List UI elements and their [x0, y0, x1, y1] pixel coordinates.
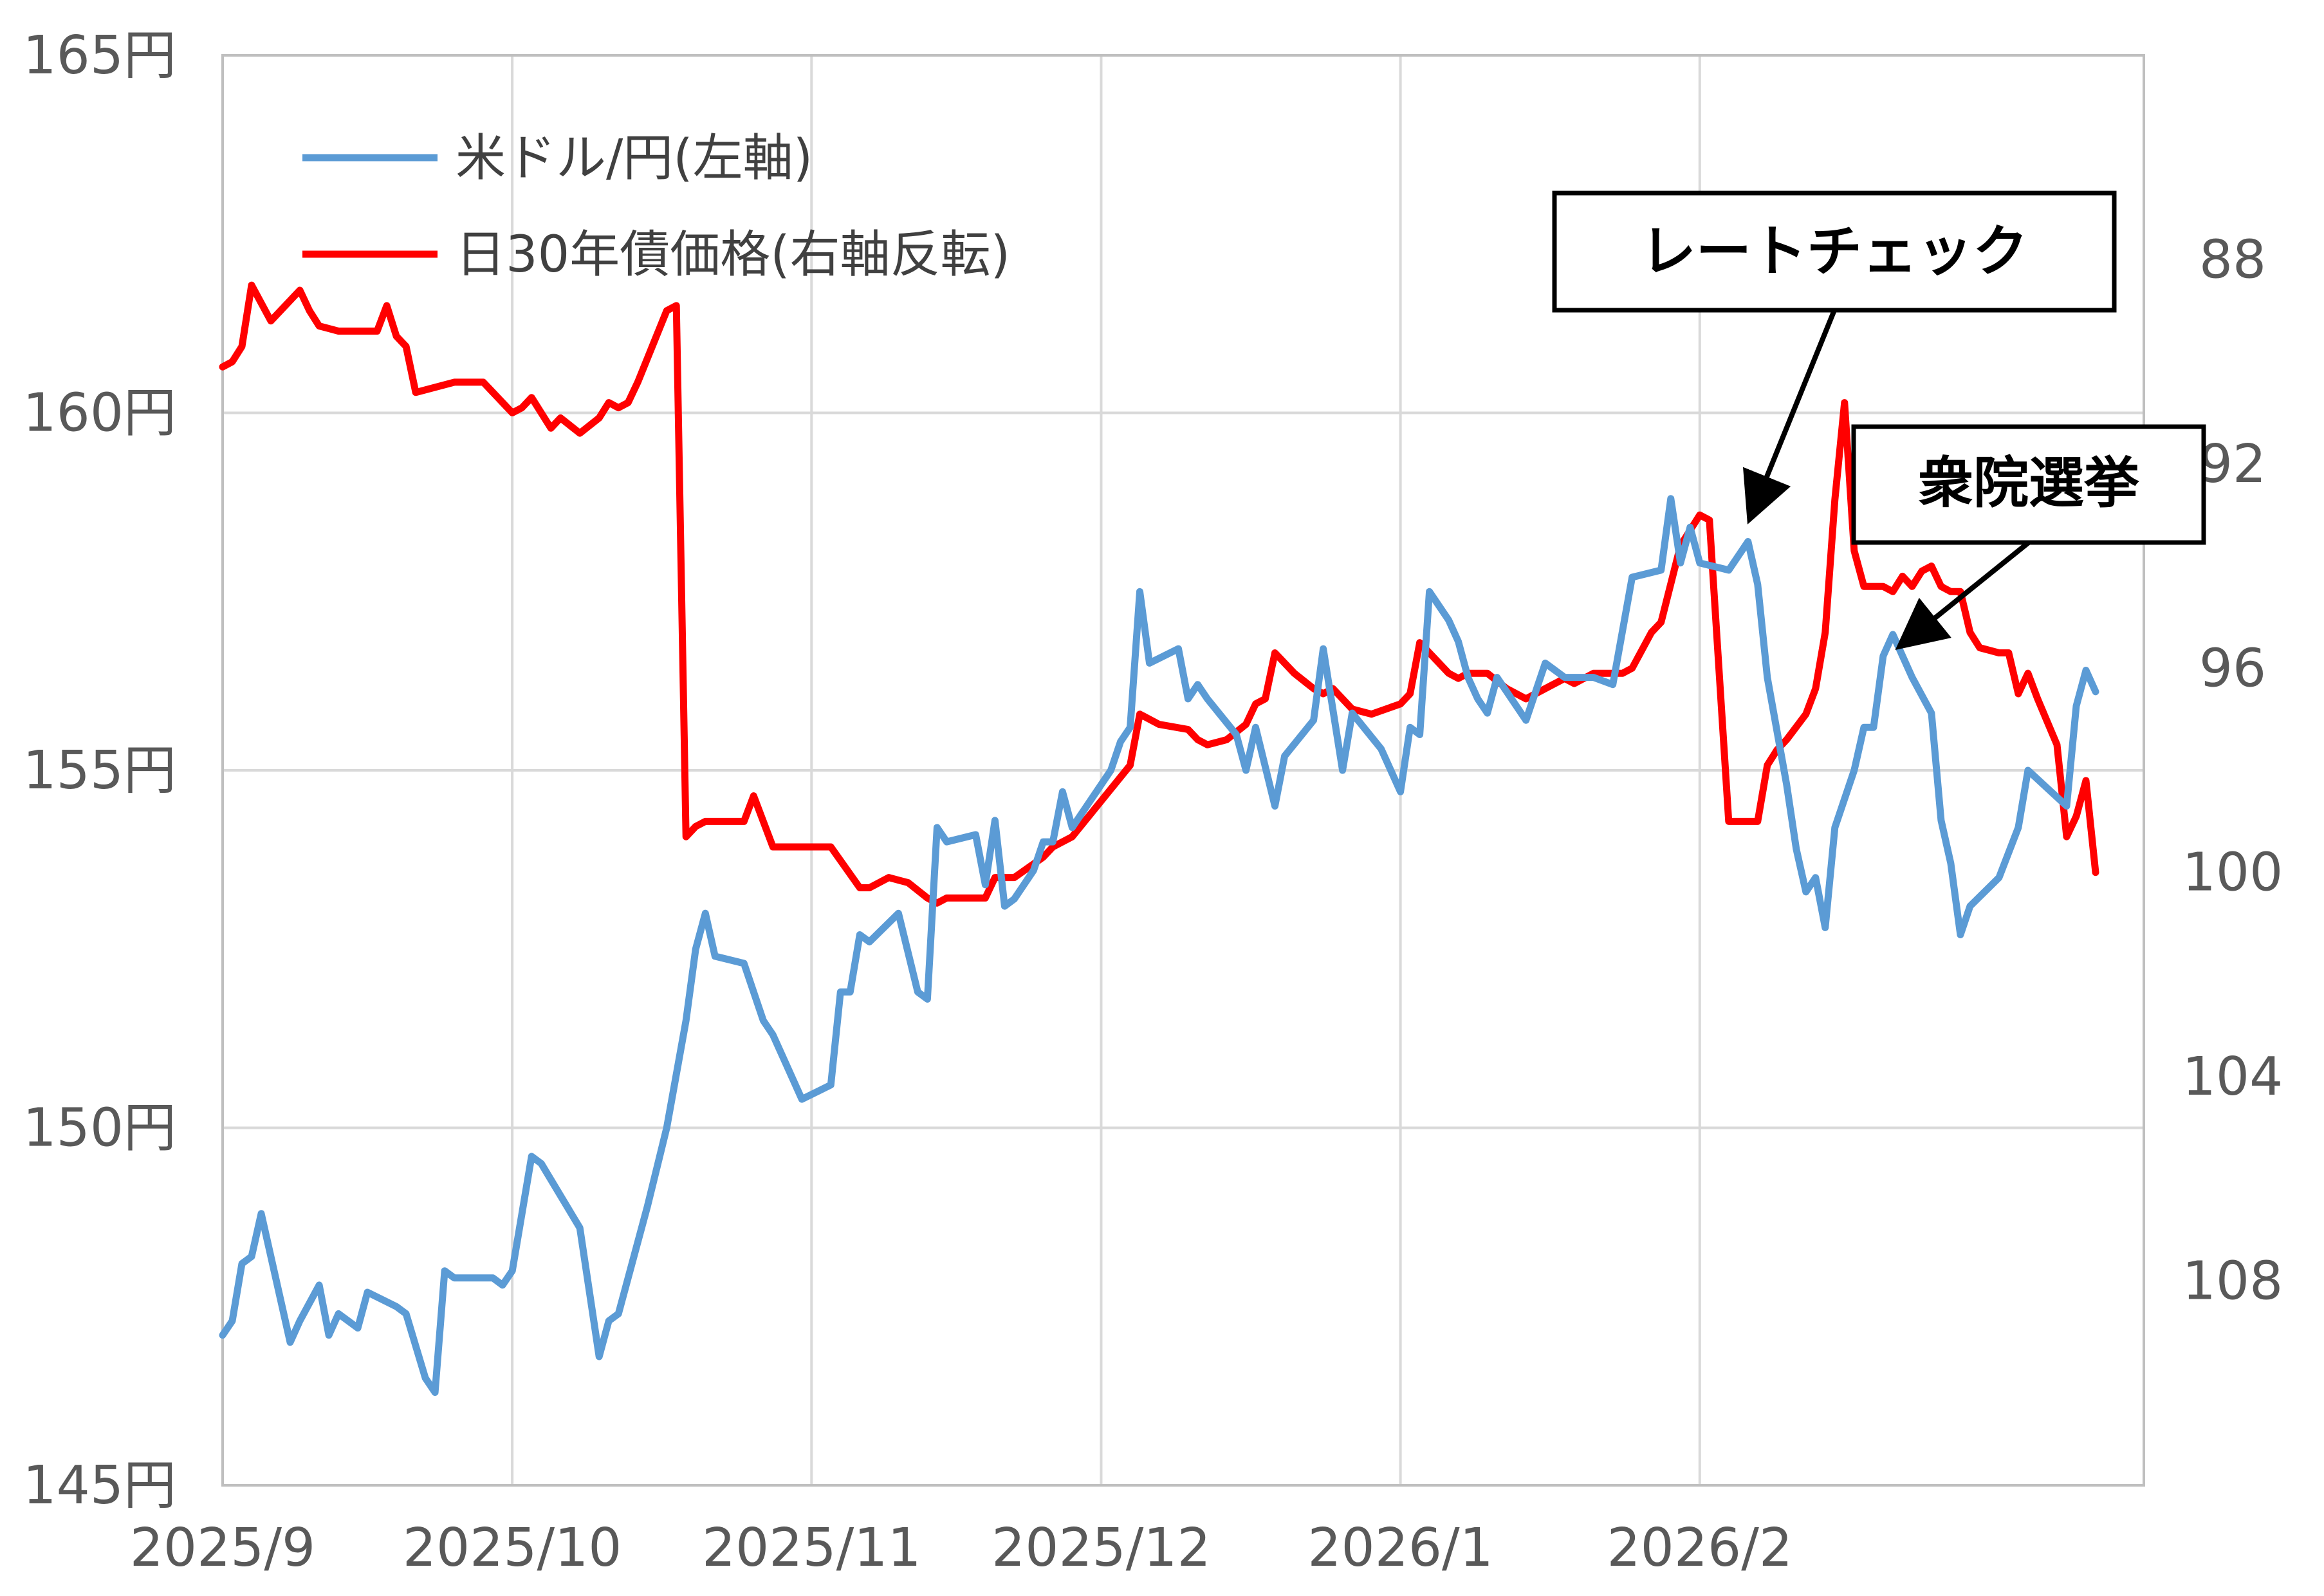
left-axis-tick-label: 145円 — [23, 1455, 176, 1516]
x-axis-tick-label: 2026/2 — [1607, 1517, 1793, 1579]
series-line-1 — [219, 281, 2099, 907]
right-axis-tick-label: 92 — [2199, 434, 2266, 495]
left-axis-tick-label: 165円 — [23, 25, 176, 86]
right-axis-tick-label: 96 — [2199, 638, 2266, 699]
annotation-election: 衆院選挙 — [1918, 451, 2140, 515]
plot-area-frame — [221, 54, 2145, 1487]
left-axis-tick-label: 150円 — [23, 1098, 176, 1159]
axis-labels: 145円 150円 155円 160円 165円 2025/9 2025/10 2025/11… — [23, 25, 2283, 1579]
legend-label: 日30年債価格(右軸反転) — [456, 226, 1010, 284]
right-axis-tick-label: 108 — [2182, 1251, 2283, 1312]
right-axis-tick-label: 88 — [2199, 229, 2266, 290]
x-axis-tick-label: 2026/1 — [1307, 1517, 1493, 1579]
left-axis-tick-label: 155円 — [23, 740, 176, 801]
right-axis-tick-label: 104 — [2182, 1046, 2283, 1108]
x-axis-tick-label: 2025/9 — [130, 1517, 315, 1579]
right-axis-tick-label: 100 — [2182, 842, 2283, 904]
legend: 米ドル/円(左軸) 日30年債価格(右軸反転) — [302, 129, 1010, 284]
x-axis-tick-label: 2025/11 — [702, 1517, 921, 1579]
x-axis-tick-label: 2025/12 — [991, 1517, 1211, 1579]
series-layer — [219, 281, 2099, 1396]
series-line-0 — [219, 495, 2099, 1396]
legend-label: 米ドル/円(左軸) — [456, 129, 813, 187]
x-axis-tick-label: 2025/10 — [403, 1517, 622, 1579]
annotation-arrow-election — [1895, 540, 2031, 651]
annotation-box-rate-check — [1552, 190, 2117, 313]
annotation-arrow-rate-check — [1742, 309, 1837, 524]
left-axis-tick-label: 160円 — [23, 383, 176, 444]
annotation-rate-check: レートチェック — [1641, 219, 2028, 284]
